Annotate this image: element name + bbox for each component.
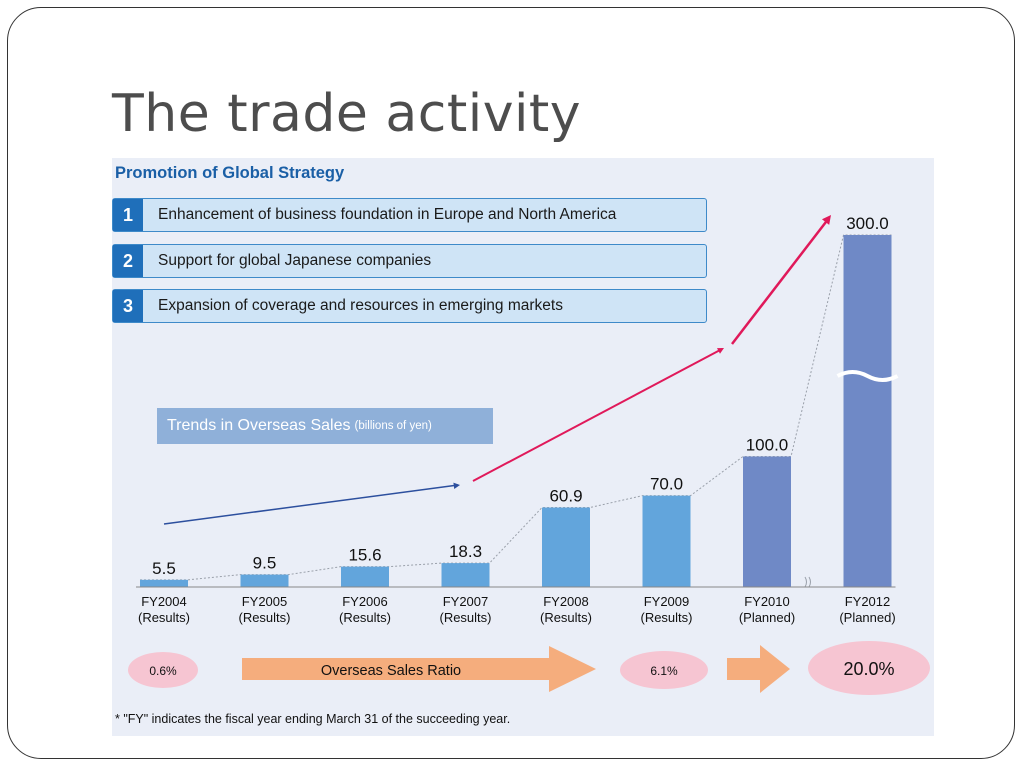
growth-trend-arrow-late <box>731 217 830 345</box>
axis-break-symbol <box>804 576 811 588</box>
bar <box>542 507 590 587</box>
strategy-number: 1 <box>113 199 143 231</box>
bar-value-label: 100.0 <box>746 436 789 455</box>
growth-trend-arrowhead <box>821 215 831 225</box>
category-tick-label: (Results) <box>339 610 391 625</box>
category-tick-label: FY2008 <box>543 594 589 609</box>
ratio-value-fy2009: 6.1% <box>650 664 678 678</box>
category-tick-label: (Planned) <box>739 610 795 625</box>
category-tick-label: (Results) <box>640 610 692 625</box>
bar <box>743 456 791 587</box>
category-tick-label: FY2007 <box>443 594 489 609</box>
bar <box>441 563 490 587</box>
ratio-arrow-short <box>727 645 790 693</box>
bar-value-label: 9.5 <box>253 554 277 573</box>
overseas-sales-figure: Promotion of Global Strategy 1 Enhanceme… <box>112 158 934 736</box>
strategy-item-2: 2 Support for global Japanese companies <box>112 244 707 278</box>
category-tick-label: (Results) <box>540 610 592 625</box>
strategy-text: Support for global Japanese companies <box>158 252 432 269</box>
category-tick-label: (Results) <box>439 610 491 625</box>
trends-label-box: Trends in Overseas Sales (billions of ye… <box>157 408 493 444</box>
overseas-sales-chart: 5.5 9.5 15.6 18.360.970.0100.0300.0FY2004(R… <box>128 214 930 695</box>
growth-trend-arrowhead <box>453 482 460 489</box>
ratio-oval-fy2012 <box>808 641 930 695</box>
section-title: Promotion of Global Strategy <box>115 164 345 182</box>
category-tick-label: FY2012 <box>845 594 891 609</box>
bar-value-label: 15.6 <box>348 546 381 565</box>
bar <box>843 235 892 587</box>
bar-value-label: 5.5 <box>152 559 176 578</box>
ratio-oval-fy2004 <box>128 652 198 688</box>
bar <box>240 574 289 587</box>
category-tick-label: FY2006 <box>342 594 388 609</box>
ratio-value-fy2012: 20.0% <box>843 659 894 679</box>
strategy-text: Enhancement of business foundation in Eu… <box>158 206 617 223</box>
strategy-item-1: 1 Enhancement of business foundation in … <box>112 198 707 232</box>
strategy-number: 3 <box>113 290 143 322</box>
strategy-number: 2 <box>113 245 143 277</box>
growth-trend-arrow-early <box>163 484 459 525</box>
category-tick-label: (Results) <box>138 610 190 625</box>
growth-trend-arrowhead <box>717 348 724 354</box>
footnote: * "FY" indicates the fiscal year ending … <box>115 712 511 726</box>
axis-break-mark <box>836 370 899 382</box>
strategy-item-3: 3 Expansion of coverage and resources in… <box>112 289 707 323</box>
bar-value-label: 18.3 <box>449 542 482 561</box>
category-tick-label: FY2005 <box>242 594 288 609</box>
category-tick-label: FY2004 <box>141 594 187 609</box>
strategy-text: Expansion of coverage and resources in e… <box>158 297 563 314</box>
slide-title: The trade activity <box>112 84 582 144</box>
ratio-oval-fy2009 <box>620 651 708 689</box>
bar-value-label: 70.0 <box>650 475 683 494</box>
bar <box>140 579 188 587</box>
trends-label: Trends in Overseas Sales <box>167 417 351 434</box>
category-tick-label: (Results) <box>238 610 290 625</box>
category-tick-label: FY2010 <box>744 594 790 609</box>
bar-value-label: 300.0 <box>846 214 889 233</box>
ratio-value-fy2004: 0.6% <box>149 664 177 678</box>
trends-unit: (billions of yen) <box>354 420 432 432</box>
category-tick-label: (Planned) <box>839 610 895 625</box>
bar <box>642 495 691 587</box>
ratio-arrow <box>242 646 596 692</box>
ratio-label: Overseas Sales Ratio <box>321 663 461 679</box>
growth-trend-arrow-mid <box>472 348 723 482</box>
bar-value-label: 60.9 <box>549 487 582 506</box>
bar <box>341 566 389 587</box>
category-tick-label: FY2009 <box>644 594 690 609</box>
